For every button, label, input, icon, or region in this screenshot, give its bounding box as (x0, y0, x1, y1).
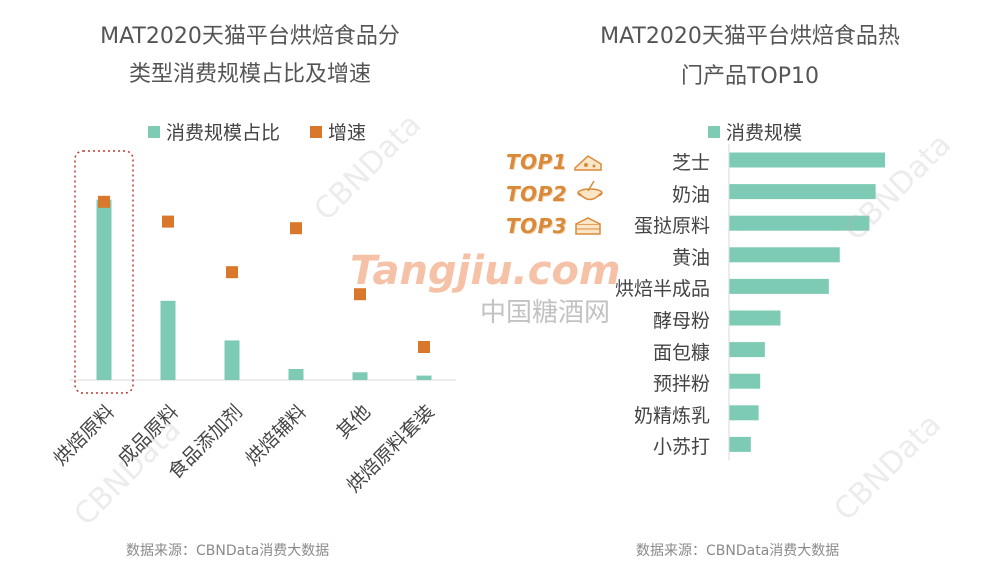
left-legend-share: 消费规模占比 (148, 118, 280, 145)
cbndata-watermark-3: CBNData (67, 412, 189, 533)
scale-swatch (708, 125, 720, 138)
right-category-label: 奶精炼乳 (633, 404, 710, 427)
left-legend-growth-label: 增速 (328, 122, 367, 144)
top3-tag: TOP3 (506, 214, 568, 238)
scale-bar (729, 373, 761, 389)
scale-bar (729, 184, 876, 200)
top1-tag: TOP1 (506, 150, 568, 174)
growth-marker (354, 288, 366, 301)
right-chart-title-line2: 门产品TOP10 (680, 64, 820, 89)
scale-bar (729, 310, 781, 326)
growth-marker (162, 215, 174, 228)
share-bar (416, 375, 432, 380)
right-legend-scale-label: 消费规模 (726, 122, 803, 144)
share-bar (288, 369, 304, 380)
share-bar (160, 300, 176, 380)
share-bar (96, 199, 112, 380)
tangjiu-watermark-cn: 中国糖酒网 (480, 298, 611, 328)
left-chart (70, 150, 456, 394)
right-chart-title-line1: MAT2020天猫平台烘焙食品热 (600, 24, 900, 49)
right-source: 数据来源：CBNData消费大数据 (636, 543, 840, 559)
left-legend-share-label: 消费规模占比 (166, 122, 281, 144)
scale-bar (729, 152, 885, 168)
left-source: 数据来源：CBNData消费大数据 (126, 543, 330, 559)
growth-marker (98, 195, 110, 208)
share-bar (224, 340, 240, 380)
right-category-label: 小苏打 (652, 436, 710, 459)
cake-icon (575, 217, 601, 235)
left-legend-growth: 增速 (310, 118, 366, 145)
top2-tag: TOP2 (506, 182, 568, 206)
scale-bar (729, 247, 840, 263)
cheese-icon (574, 155, 602, 171)
right-category-label: 预拌粉 (652, 373, 710, 396)
growth-marker (226, 266, 238, 279)
cream-bowl-icon (577, 180, 603, 201)
growth-marker (290, 222, 302, 235)
scale-bar (729, 436, 751, 452)
growth-marker (418, 341, 430, 353)
highlight-box (74, 150, 134, 394)
left-category-label: 烘焙原料套装 (342, 400, 439, 497)
right-category-label: 面包糠 (652, 341, 710, 364)
scale-bar (729, 342, 765, 358)
left-chart-title-line2: 类型消费规模占比及增速 (128, 62, 371, 87)
left-chart-title-line1: MAT2020天猫平台烘焙食品分 (100, 24, 400, 49)
cbndata-watermark-2: CBNData (837, 127, 959, 248)
growth-swatch (310, 125, 322, 138)
tangjiu-watermark: Tangjiu.com (350, 248, 621, 294)
share-bar (352, 372, 368, 380)
share-swatch (148, 125, 160, 138)
scale-bar (729, 278, 829, 294)
right-legend-scale: 消费规模 (708, 118, 802, 145)
scale-bar (729, 405, 759, 421)
cbndata-watermark-4: CBNData (827, 407, 949, 528)
